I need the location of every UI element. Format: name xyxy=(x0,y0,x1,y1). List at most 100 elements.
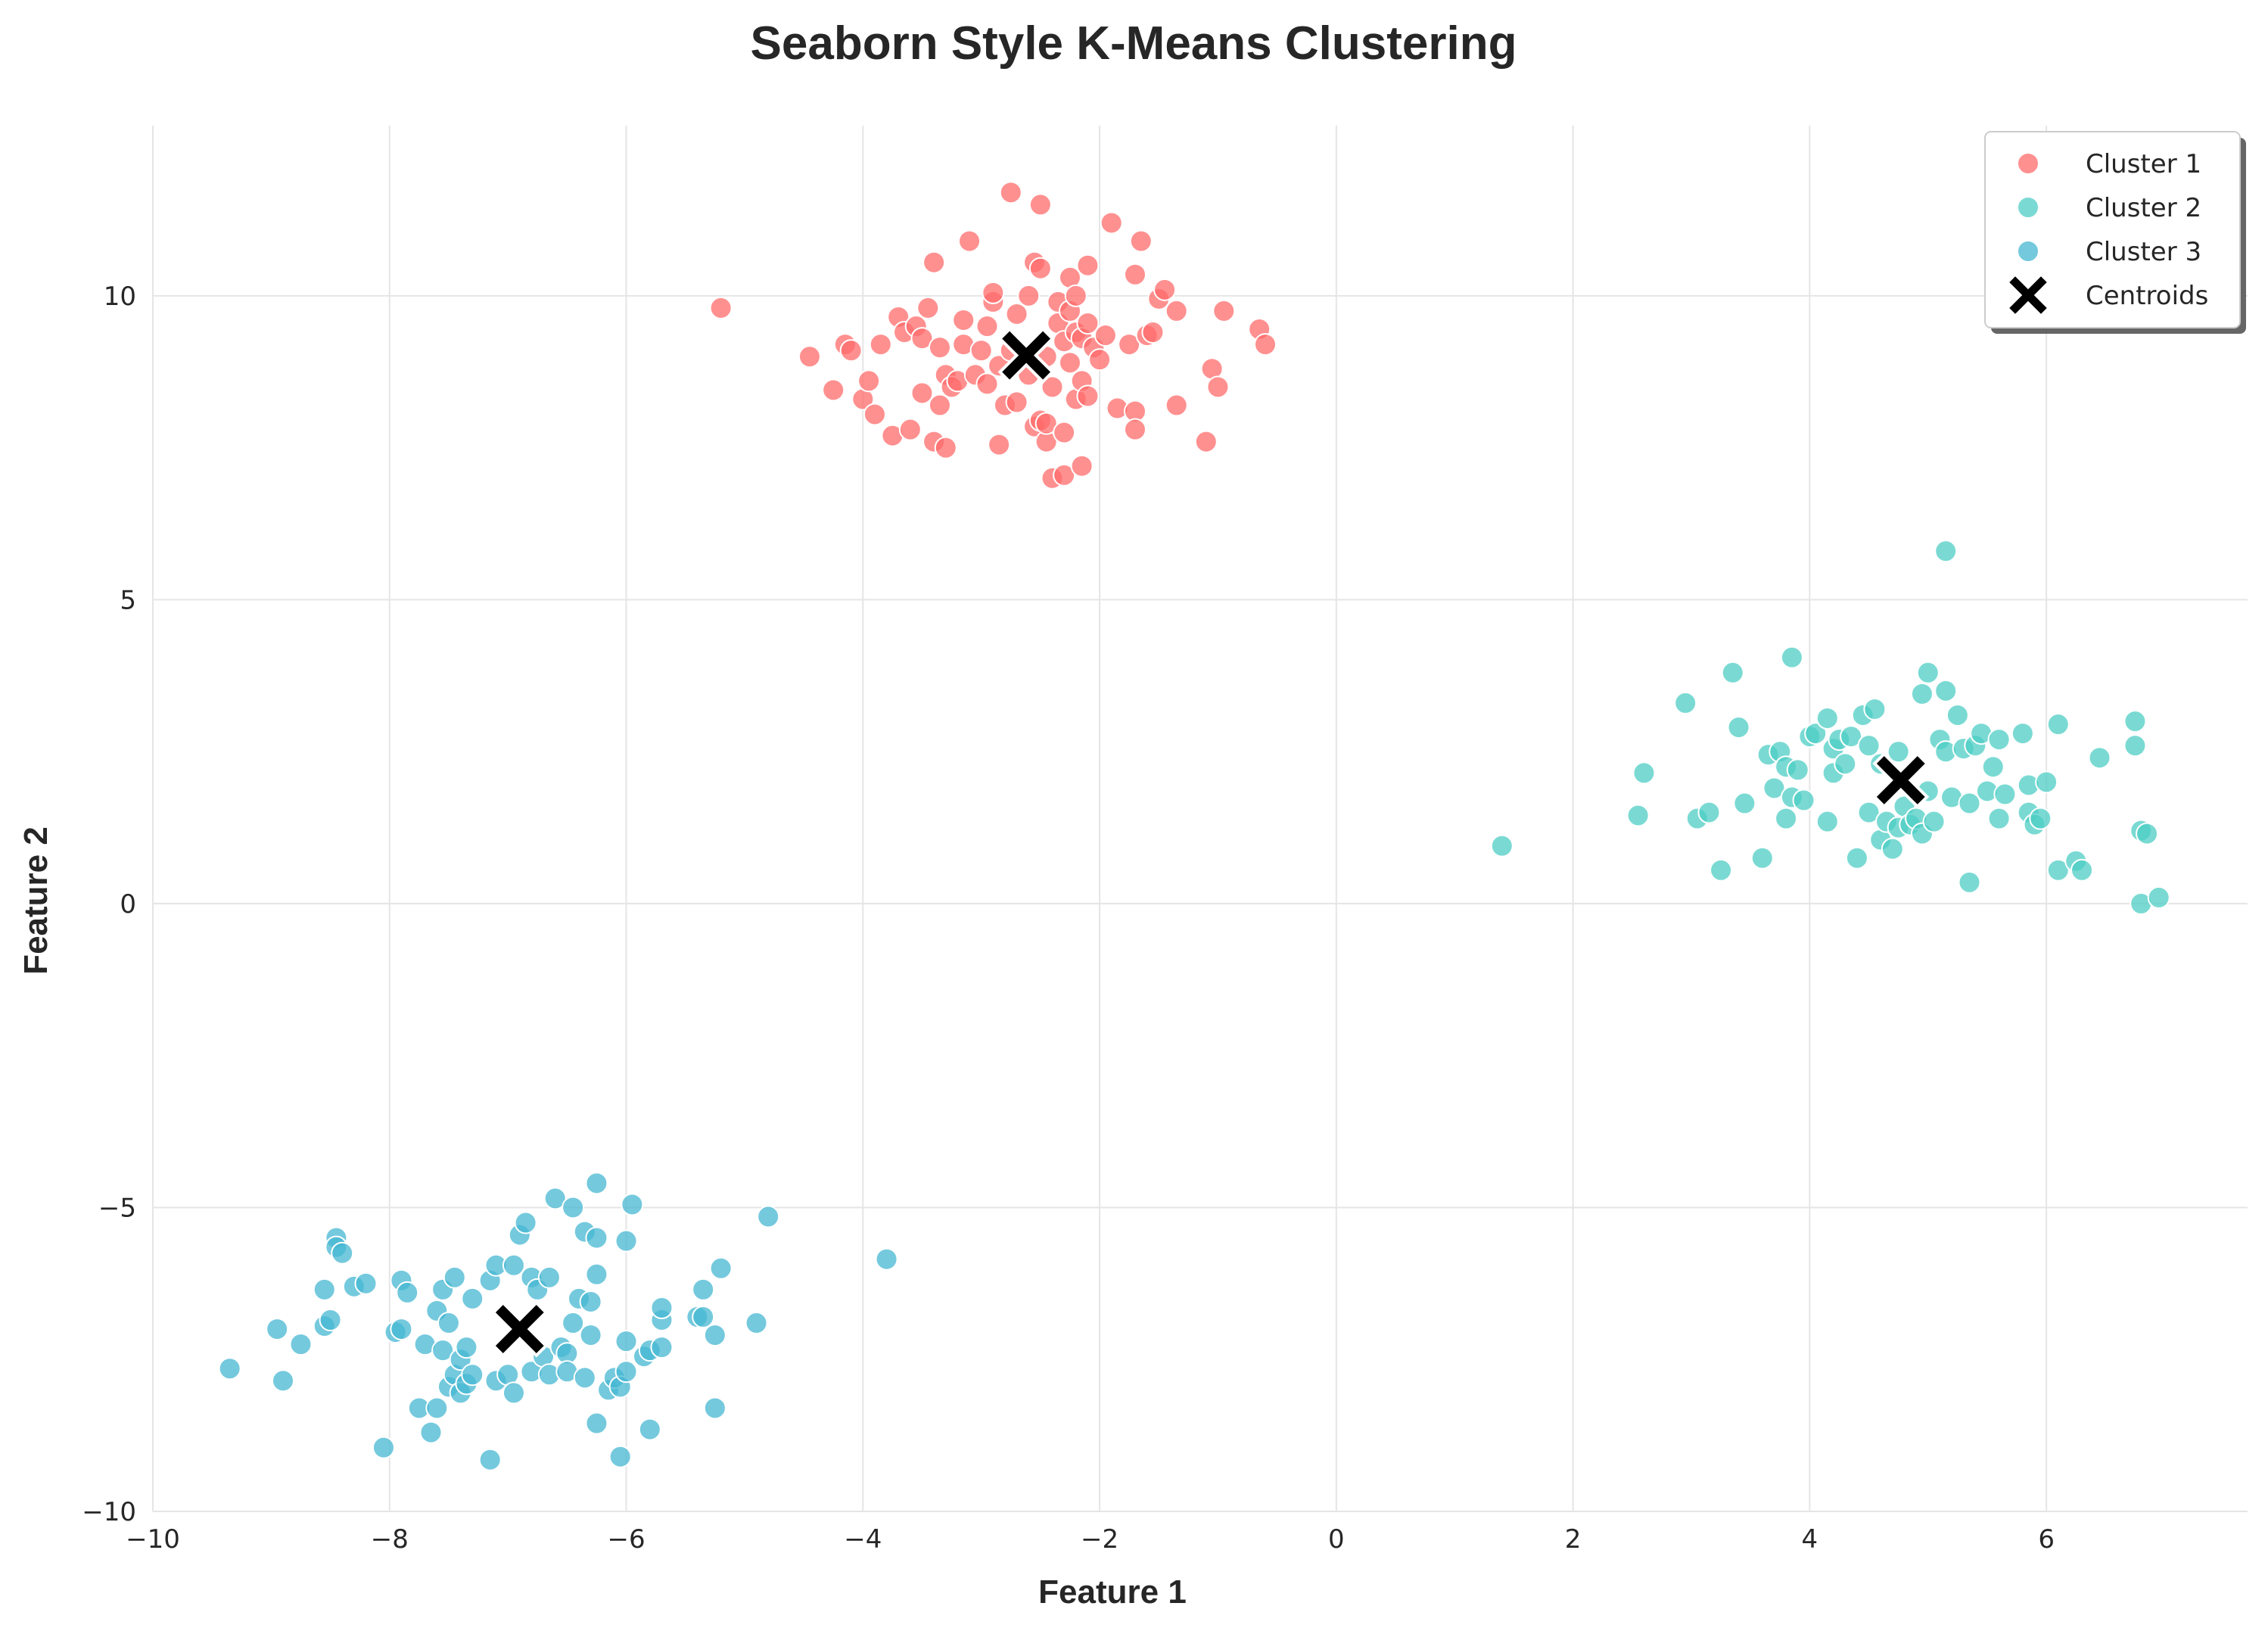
cluster-2-point xyxy=(1786,758,1809,782)
cluster-1-point xyxy=(910,327,934,350)
legend-box xyxy=(1984,131,2241,328)
cluster-1-point xyxy=(934,436,957,459)
cluster-3-point xyxy=(621,1193,644,1216)
cluster-3-point xyxy=(437,1312,460,1335)
cluster-1-point xyxy=(1254,333,1277,356)
cluster-2-point xyxy=(1834,752,1857,776)
cluster-2-point xyxy=(2029,807,2052,830)
cluster-2-point xyxy=(1857,801,1881,824)
cluster-1-point xyxy=(1053,421,1076,444)
cluster-3-point xyxy=(614,1229,638,1253)
cluster-3-point xyxy=(502,1381,525,1405)
centroid-marker xyxy=(1872,752,1930,809)
x-axis-label: Feature 1 xyxy=(1038,1573,1187,1611)
cluster-1-point xyxy=(863,403,886,426)
cluster-1-point xyxy=(1123,263,1146,286)
cluster-3-point xyxy=(692,1278,715,1301)
cluster-1-point xyxy=(1058,351,1081,375)
legend-label-cluster-3: Cluster 3 xyxy=(2086,237,2201,267)
x-tick-label: −8 xyxy=(371,1524,409,1555)
cluster-2-point xyxy=(2136,822,2159,845)
cluster-1-point xyxy=(958,229,982,253)
cluster-2-point xyxy=(1934,679,1958,702)
cluster-3-point xyxy=(331,1241,354,1265)
cluster-2-point xyxy=(2046,858,2070,882)
cluster-2-point xyxy=(1981,755,2005,779)
centroid-markers xyxy=(491,327,1930,1358)
legend-marker-cluster-3 xyxy=(2017,240,2039,263)
centroid-marker-cross xyxy=(1876,756,1925,805)
cluster-1-point xyxy=(1076,384,1100,408)
cluster-3-point xyxy=(455,1336,478,1359)
cluster-2-point xyxy=(2011,722,2034,745)
cluster-3-point xyxy=(703,1396,726,1420)
cluster-3-point xyxy=(319,1309,342,1332)
y-tick-label: 5 xyxy=(120,585,136,615)
cluster-2-point xyxy=(1857,734,1881,758)
cluster-3-point xyxy=(502,1253,525,1277)
legend-marker-cluster-2 xyxy=(2017,196,2039,219)
cluster-3-point xyxy=(478,1448,502,1471)
cluster-2-point xyxy=(2035,770,2058,794)
cluster-3-point xyxy=(757,1205,780,1228)
cluster-1-point xyxy=(1206,375,1230,399)
cluster-1-point xyxy=(1123,418,1146,441)
cluster-1-point xyxy=(1100,211,1123,235)
cluster-2-point xyxy=(1934,540,1958,563)
x-tick-label: −10 xyxy=(126,1524,180,1555)
cluster-2-point xyxy=(2147,886,2170,909)
cluster-3-point xyxy=(608,1445,632,1468)
cluster-3-point xyxy=(579,1290,602,1313)
cluster-3-point xyxy=(425,1396,449,1420)
chart-title: Seaborn Style K-Means Clustering xyxy=(751,17,1517,70)
cluster-1-point xyxy=(1064,284,1087,307)
cluster-2-point xyxy=(1815,706,1839,730)
cluster-2-point xyxy=(1958,792,1981,815)
cluster-3-point xyxy=(419,1421,443,1444)
cluster-1-point xyxy=(1017,284,1041,307)
cluster-3-point xyxy=(562,1196,585,1219)
legend-label-cluster-2: Cluster 2 xyxy=(2086,193,2201,223)
cluster-1-point xyxy=(1076,311,1100,335)
cluster-1-point xyxy=(928,336,951,360)
cluster-2-point xyxy=(1733,792,1756,815)
cluster-2-point xyxy=(1775,807,1798,830)
cluster-3-point xyxy=(431,1339,455,1362)
legend-marker-centroids xyxy=(2009,276,2047,314)
cluster-3-point xyxy=(703,1324,726,1347)
cluster-3-point xyxy=(585,1172,608,1195)
cluster-1-point xyxy=(1076,254,1100,277)
cluster-2-point xyxy=(1910,682,1934,705)
cluster-2-point xyxy=(1887,740,1910,764)
cluster-1-point xyxy=(1034,412,1058,435)
y-axis-label: Feature 2 xyxy=(17,826,54,975)
cluster-1-point xyxy=(952,308,975,331)
x-tick-label: −4 xyxy=(844,1524,882,1555)
cluster-2-point xyxy=(1792,789,1815,812)
cluster-3-point xyxy=(514,1211,537,1234)
cluster-2-point xyxy=(1916,661,1940,684)
cluster-2-point xyxy=(1750,846,1774,870)
cluster-3-point xyxy=(461,1287,484,1310)
y-tick-label: 0 xyxy=(120,889,136,920)
cluster-2-point xyxy=(1946,703,1969,727)
x-tick-label: −2 xyxy=(1081,1524,1118,1555)
centroid-marker-cross xyxy=(1002,331,1051,380)
cluster-1-point xyxy=(1005,391,1028,414)
cluster-2-point xyxy=(1863,697,1887,721)
cluster-2-point xyxy=(2123,734,2147,758)
y-tick-label: −5 xyxy=(98,1193,136,1223)
cluster-3-point xyxy=(272,1369,295,1393)
cluster-2-point xyxy=(1674,691,1697,714)
cluster-3-point xyxy=(585,1412,608,1435)
cluster-1-point xyxy=(1053,463,1076,487)
cluster-1-point xyxy=(999,181,1022,204)
cluster-3-point xyxy=(614,1360,638,1384)
cluster-1-point xyxy=(975,372,999,396)
cluster-1-point xyxy=(1070,454,1094,478)
cluster-1-point xyxy=(822,378,845,402)
cluster-2-point xyxy=(1626,804,1650,827)
x-tick-label: 2 xyxy=(1565,1524,1582,1555)
cluster-1-point xyxy=(982,281,1005,304)
cluster-2-point xyxy=(1804,722,1828,745)
